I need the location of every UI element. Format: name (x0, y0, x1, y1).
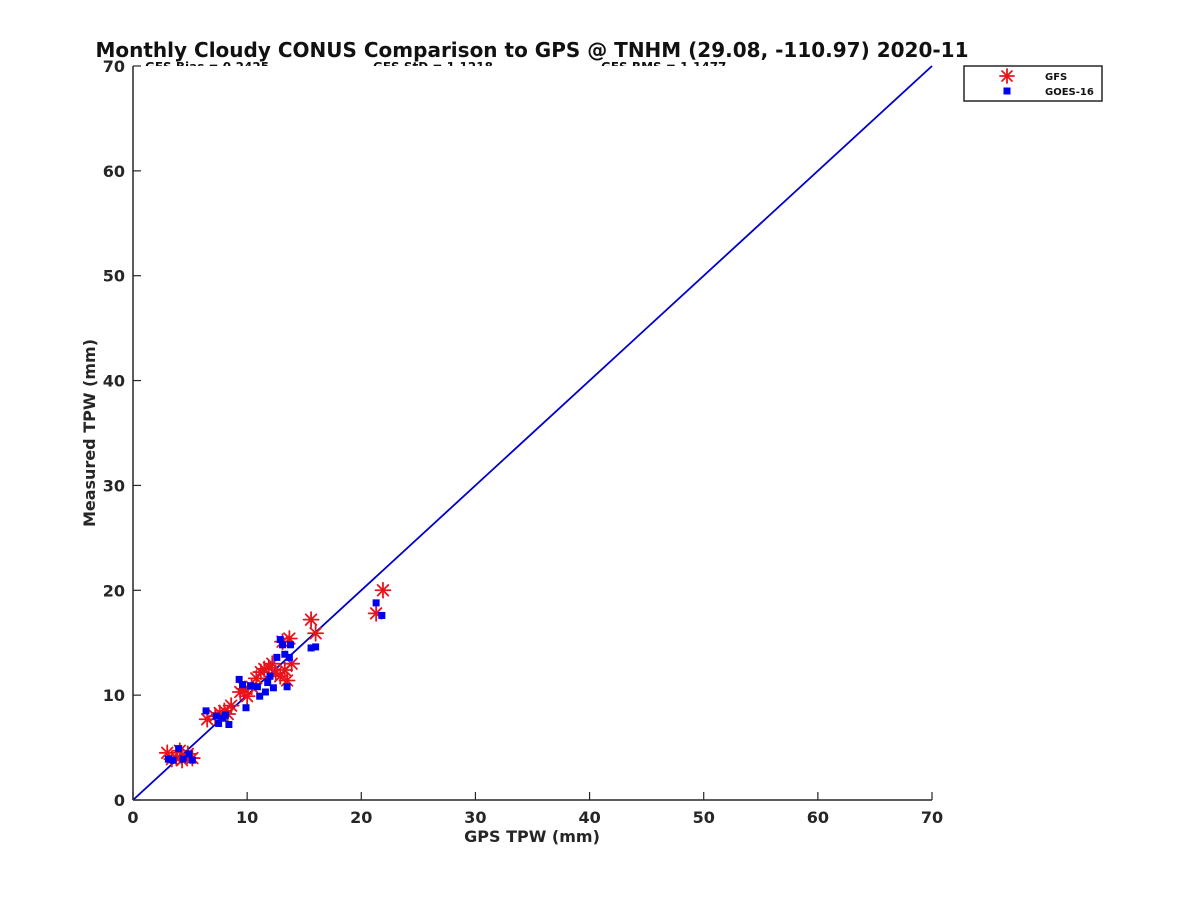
gfs-point (238, 687, 256, 705)
legend-label: GFS (1045, 72, 1067, 83)
y-tick-label: 0 (114, 791, 125, 810)
legend-marker-gfs (999, 68, 1015, 84)
legend-marker-goes16 (1003, 87, 1011, 95)
x-tick-label: 50 (693, 808, 715, 827)
goes16-point (225, 721, 233, 729)
goes16-point (188, 756, 196, 764)
goes16-point (202, 707, 210, 715)
legend-label: GOES-16 (1045, 87, 1094, 98)
goes16-point (378, 611, 386, 619)
goes16-point (221, 711, 229, 719)
y-tick-label: 20 (103, 581, 125, 600)
y-tick-label: 30 (103, 476, 125, 495)
y-tick-label: 40 (103, 372, 125, 391)
goes16-point (169, 756, 177, 764)
goes16-point (212, 712, 220, 720)
goes16-point (266, 672, 274, 680)
x-tick-label: 70 (921, 808, 943, 827)
x-tick-label: 10 (236, 808, 258, 827)
goes16-point (273, 653, 281, 661)
legend-box (963, 65, 1103, 102)
goes16-point (215, 719, 223, 727)
x-tick-label: 30 (464, 808, 486, 827)
x-axis-label: GPS TPW (mm) (464, 827, 600, 846)
goes16-point (261, 688, 269, 696)
legend-items: GFS GOES-16 (999, 68, 1094, 98)
gfs-point (247, 669, 265, 687)
goes16-point (307, 644, 315, 652)
goes16-point (164, 755, 172, 763)
y-tick-label: 60 (103, 162, 125, 181)
goes16-point (372, 599, 380, 607)
goes16-point (256, 692, 264, 700)
gfs-point (307, 624, 325, 642)
axes (132, 66, 932, 801)
x-tick-label: 60 (807, 808, 829, 827)
goes16-point (285, 653, 293, 661)
goes16-point (287, 641, 295, 649)
x-tick-label: 0 (127, 808, 138, 827)
goes16-point (235, 675, 243, 683)
series-goes-16 (164, 599, 386, 764)
gfs-point (374, 581, 392, 599)
goes16-point (264, 679, 272, 687)
chart-title: Monthly Cloudy CONUS Comparison to GPS @… (95, 38, 968, 62)
gfs-point (222, 697, 240, 715)
goes16-point (279, 641, 287, 649)
goes16-point (281, 650, 289, 658)
x-tick-label: 40 (578, 808, 600, 827)
legend: GFS GOES-16 (963, 65, 1103, 102)
goes16-point (239, 681, 247, 689)
goes16-point (283, 683, 291, 691)
y-ticks: 0 10 20 30 40 50 60 70 (103, 57, 141, 810)
goes16-point (175, 745, 183, 753)
y-tick-label: 70 (103, 57, 125, 76)
y-tick-label: 50 (103, 267, 125, 286)
goes16-point (312, 643, 320, 651)
goes16-point (269, 684, 277, 692)
goes16-point (242, 704, 250, 712)
goes16-point (185, 750, 193, 758)
goes16-point (247, 682, 255, 690)
goes16-point (276, 636, 284, 644)
x-ticks: 0 10 20 30 40 50 60 70 (127, 792, 943, 827)
goes16-point (253, 683, 261, 691)
gfs-point (302, 611, 320, 629)
y-tick-label: 10 (103, 686, 125, 705)
y-axis-label: Measured TPW (mm) (80, 339, 99, 527)
x-tick-label: 20 (350, 808, 372, 827)
data-points (158, 581, 392, 769)
gfs-point (278, 672, 296, 689)
goes16-point (179, 755, 187, 763)
